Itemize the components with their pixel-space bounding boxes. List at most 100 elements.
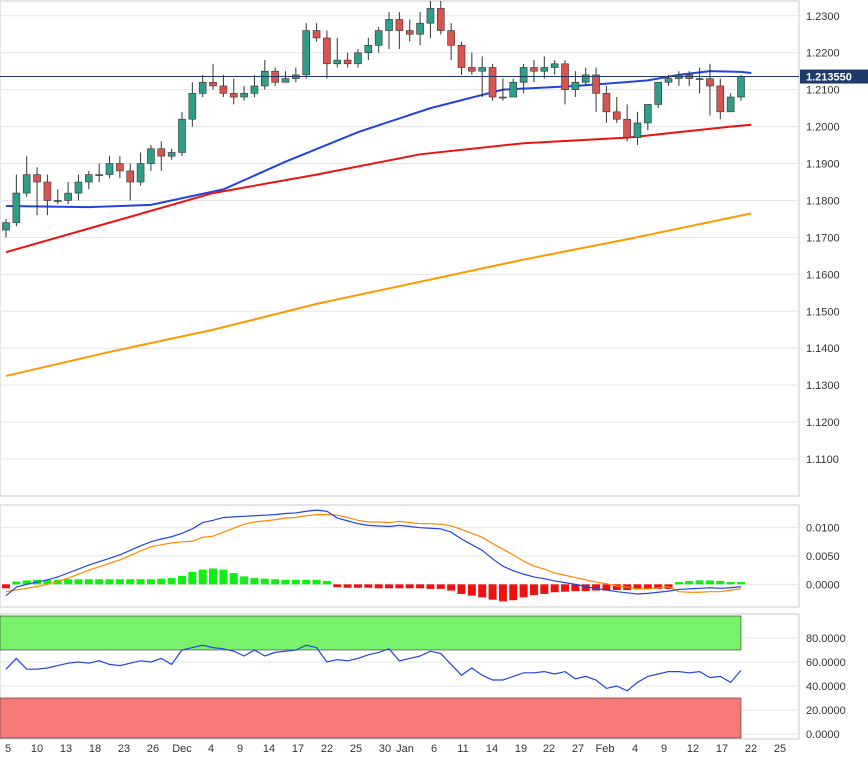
candle-body	[323, 37, 331, 65]
macd-histogram-bar	[447, 584, 456, 591]
price-tick-label: 1.1200	[806, 417, 840, 429]
date-tick-label: 12	[687, 743, 699, 755]
candle-body	[416, 22, 424, 35]
macd-histogram-bar	[488, 584, 497, 600]
macd-histogram-bar	[581, 584, 590, 592]
candle-body	[209, 81, 217, 87]
macd-histogram-bar	[260, 578, 269, 585]
candle-body	[374, 30, 383, 46]
macd-histogram-bar	[374, 584, 383, 589]
macd-histogram-bar	[457, 584, 466, 594]
price-tick-label: 1.2300	[806, 11, 840, 23]
candle-body	[43, 181, 52, 201]
macd-histogram-bar	[322, 580, 331, 585]
date-tick-label: 22	[543, 743, 555, 755]
macd-histogram-bar	[716, 580, 725, 585]
candle-body	[33, 174, 41, 183]
macd-histogram-bar	[695, 580, 704, 585]
macd-histogram-bar	[136, 579, 145, 585]
candle-body	[426, 8, 435, 24]
price-tick-label: 1.1900	[806, 159, 840, 171]
date-tick-label: 4	[632, 743, 638, 755]
candle-body	[178, 118, 186, 153]
moving-averages	[5, 70, 752, 377]
price-panel-frame	[0, 0, 800, 497]
candle-body	[436, 8, 445, 31]
date-tick-label: 17	[716, 743, 728, 755]
macd-histogram-bar	[302, 579, 311, 585]
rsi-tick-label: 20.0000	[806, 705, 846, 717]
candle-body	[240, 93, 248, 98]
macd-histogram-bar	[519, 584, 528, 598]
macd-histogram-bar	[291, 579, 300, 585]
rsi-zones	[0, 615, 742, 739]
date-tick-label: 9	[237, 743, 243, 755]
candle-body	[250, 85, 259, 94]
macd-axis: 0.0100 0.0050 0.0000	[806, 523, 840, 592]
macd-histogram-bar	[498, 584, 507, 602]
rsi-overbought-zone	[0, 615, 742, 651]
macd-histogram-bar	[685, 580, 694, 585]
candle-body	[499, 96, 507, 99]
candle-body	[333, 59, 342, 65]
date-tick-label: 25	[350, 743, 362, 755]
candles	[2, 1, 745, 238]
macd-histogram-bar	[333, 584, 342, 588]
price-tick-label: 1.2200	[806, 48, 840, 60]
candle-body	[706, 78, 714, 87]
candle-body	[261, 70, 269, 87]
date-tick-label: 14	[486, 743, 498, 755]
macd-histogram-bar	[115, 579, 124, 585]
date-tick-label: 14	[263, 743, 275, 755]
candle-body	[74, 181, 83, 194]
price-tick-label: 1.1600	[806, 269, 840, 281]
candle-body	[519, 67, 528, 83]
candle-body	[716, 85, 725, 113]
candle-body	[540, 67, 549, 72]
candle-body	[53, 200, 62, 202]
macd-line	[5, 514, 742, 593]
date-tick-label: 22	[321, 743, 333, 755]
candle-body	[478, 67, 486, 72]
candle-body	[364, 45, 373, 54]
candle-body	[85, 174, 93, 183]
macd-histogram-bar	[229, 573, 238, 585]
date-tick-label: 9	[661, 743, 667, 755]
macd-panel: 0.0100 0.0050 0.0000	[0, 504, 840, 608]
date-tick-label: 23	[118, 743, 130, 755]
macd-tick-label: 0.0100	[806, 523, 840, 535]
macd-histogram-bar	[529, 584, 538, 596]
moving-average-line	[5, 70, 752, 209]
macd-tick-label: 0.0050	[806, 551, 840, 563]
rsi-tick-label: 40.0000	[806, 681, 846, 693]
macd-histogram-bar	[157, 578, 166, 585]
rsi-tick-label: 80.0000	[806, 633, 846, 645]
date-tick-label: 17	[292, 743, 304, 755]
rsi-line	[5, 644, 742, 692]
macd-histogram-bar	[467, 584, 476, 596]
macd-histogram-bar	[592, 584, 601, 591]
candle-body	[219, 85, 228, 94]
candle-body	[457, 45, 466, 68]
candle-body	[488, 67, 497, 98]
candle-body	[395, 19, 404, 31]
macd-lines	[5, 509, 742, 597]
date-tick-label: 19	[515, 743, 527, 755]
candle-body	[157, 148, 166, 157]
price-tick-label: 1.1300	[806, 380, 840, 392]
macd-histogram-bar	[167, 578, 176, 585]
candle-body	[105, 163, 114, 175]
candle-body	[664, 78, 673, 83]
candle-body	[22, 174, 31, 194]
price-tick-label: 1.1100	[806, 454, 839, 466]
price-panel: 1.2300 1.2200 1.2100 1.2000 1.1900 1.1800 1.17…	[0, 0, 868, 497]
rsi-tick-label: 60.0000	[806, 657, 846, 669]
macd-histogram-bar	[312, 579, 321, 585]
macd-histogram-bar	[12, 581, 21, 585]
candle-body	[509, 81, 518, 98]
macd-histogram-bar	[146, 579, 155, 585]
macd-histogram-bar	[405, 584, 414, 589]
candle-body	[737, 76, 745, 98]
rsi-oversold-zone	[0, 697, 742, 739]
macd-histogram-bar	[281, 579, 290, 585]
